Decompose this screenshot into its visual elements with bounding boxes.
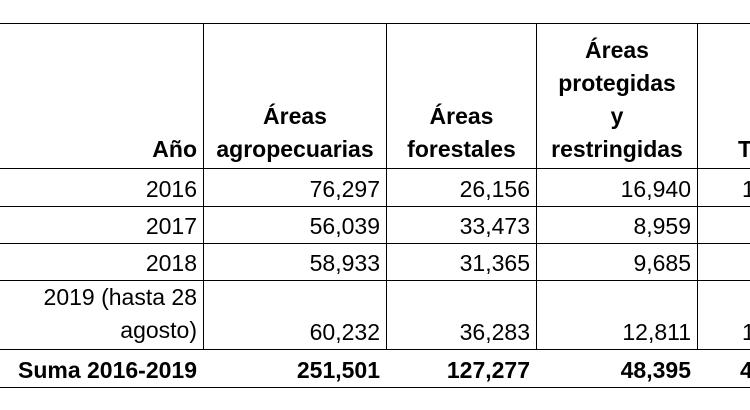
table-cell-protected: 9,685 [633, 250, 691, 276]
grid-line [697, 23, 698, 350]
header-protected-areas: Áreas protegidas y restringidas [551, 37, 683, 162]
grid-line [0, 23, 750, 24]
table-cell-protected: 16,940 [620, 176, 691, 202]
table-cell-forest: 33,473 [459, 213, 530, 239]
table-cell-year: 2018 [145, 250, 197, 276]
table-cell-year: 2016 [145, 176, 197, 202]
table-cell-agro: 60,232 [309, 319, 380, 345]
grid-line [0, 243, 750, 244]
table-cell-agro: 56,039 [309, 213, 380, 239]
table-cell-partial: 1 [742, 176, 750, 202]
table-cell-year: 2019 (hasta 28 agosto) [0, 281, 203, 349]
header-year: Año [152, 136, 197, 162]
table-cell-protected: 12,811 [622, 319, 691, 345]
sum-partial: 4 [740, 357, 750, 383]
table-cell-partial: 1 [742, 319, 750, 345]
header-agricultural-areas: Áreas agropecuarias [216, 103, 374, 162]
sum-agro: 251,501 [296, 357, 380, 383]
sum-forest: 127,277 [446, 357, 530, 383]
grid-line [386, 23, 387, 350]
table-cell-forest: 26,156 [459, 176, 530, 202]
grid-line [203, 23, 204, 350]
year-line: agosto) [120, 317, 197, 343]
table-cell-partial [698, 207, 750, 243]
grid-line [0, 168, 750, 169]
grid-line [0, 387, 750, 388]
table-cell-agro: 76,297 [309, 176, 380, 202]
year-line: 2019 (hasta 28 [43, 284, 197, 310]
table-cell-year: 2017 [145, 213, 197, 239]
table-cell-partial [698, 244, 750, 280]
sum-protected: 48,395 [620, 357, 691, 383]
table-cell-forest: 36,283 [459, 319, 530, 345]
grid-line [0, 349, 750, 350]
grid-line [0, 206, 750, 207]
header-total-partial: T [738, 136, 750, 162]
header-forest-areas: Áreas forestales [407, 103, 516, 162]
table-cell-agro: 58,933 [309, 250, 380, 276]
grid-line [0, 280, 750, 281]
sum-label: Suma 2016-2019 [17, 357, 197, 383]
grid-line [536, 23, 537, 350]
table-cell-protected: 8,959 [633, 213, 691, 239]
table-cell-forest: 31,365 [459, 250, 530, 276]
